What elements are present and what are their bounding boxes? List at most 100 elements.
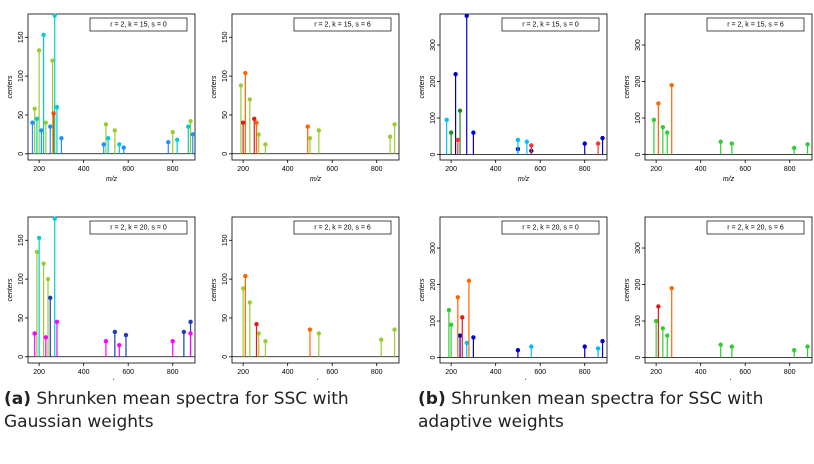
peak-point — [34, 116, 40, 122]
peak-point — [529, 143, 534, 148]
peak-point — [34, 249, 40, 255]
y-tick-label: 50 — [18, 314, 25, 322]
annotation: r = 2, k = 15, s = 0 — [522, 21, 579, 28]
peak-point — [43, 120, 49, 125]
peak-point — [36, 48, 42, 53]
peak-point — [453, 72, 458, 77]
peak-point — [254, 321, 259, 327]
peak-point — [174, 137, 180, 143]
panel: 0 100 200 300 200 400 600 800 m/z centers r = 2, k… — [419, 216, 608, 380]
y-tick-label: 0 — [18, 355, 25, 359]
peak-point — [32, 331, 37, 336]
x-axis-label: m/z — [310, 176, 322, 183]
peak-point — [186, 124, 191, 129]
peak-point — [256, 331, 261, 336]
peak-point — [653, 318, 659, 324]
annotation: r = 2, k = 15, s = 6 — [727, 21, 784, 28]
peak-point — [305, 124, 310, 129]
x-axis-label: m/z — [518, 379, 530, 380]
peak-point — [103, 122, 109, 127]
peak-point — [41, 261, 46, 266]
peak-point — [378, 337, 384, 342]
peak-point — [307, 327, 313, 332]
x-tick-label: 600 — [739, 166, 751, 173]
panel: 0 100 200 300 200 400 600 800 m/z centers r = 2, k… — [624, 13, 813, 183]
y-tick-label: 150 — [222, 31, 229, 43]
peak-point — [181, 329, 187, 335]
annotation-box — [501, 220, 600, 235]
x-tick-label: 200 — [33, 166, 45, 173]
x-tick-label: 600 — [534, 166, 546, 173]
peak-point — [805, 142, 810, 147]
x-tick-label: 400 — [78, 166, 90, 173]
peak-point — [444, 117, 449, 123]
y-tick-label: 100 — [430, 112, 437, 124]
y-tick-label: 100 — [18, 273, 25, 285]
peak-point — [665, 130, 670, 135]
x-tick-label: 800 — [371, 166, 383, 173]
x-tick-label: 200 — [445, 369, 457, 376]
y-tick-label: 300 — [430, 242, 437, 254]
y-axis-label: centers — [419, 75, 426, 98]
peak-point — [48, 295, 53, 300]
peak-point — [729, 344, 735, 349]
y-tick-label: 50 — [18, 111, 25, 119]
peak-point — [188, 331, 193, 336]
plot-frame — [231, 216, 400, 364]
x-tick-label: 800 — [784, 166, 796, 173]
y-tick-label: 0 — [430, 152, 437, 156]
y-tick-label: 50 — [222, 111, 229, 119]
x-tick-label: 800 — [579, 369, 591, 376]
x-tick-label: 200 — [445, 166, 457, 173]
annotation-box — [89, 220, 188, 235]
caption-label: (b) — [418, 389, 446, 409]
peak-point — [446, 307, 452, 313]
panel: 0 100 200 300 200 400 600 800 m/z centers r = 2, k… — [624, 216, 813, 380]
x-axis-label: m/z — [723, 176, 735, 183]
plot-frame — [27, 216, 196, 364]
y-tick-label: 300 — [635, 242, 642, 254]
plot-frame — [644, 13, 813, 161]
x-tick-label: 200 — [33, 369, 45, 376]
y-tick-label: 0 — [222, 355, 229, 359]
y-tick-label: 100 — [18, 70, 25, 82]
plot-frame — [644, 216, 813, 364]
peak-point — [105, 136, 111, 141]
peak-point — [464, 340, 469, 346]
annotation: r = 2, k = 20, s = 0 — [522, 224, 579, 231]
x-tick-label: 600 — [122, 369, 134, 376]
peak-point — [188, 319, 193, 325]
peak-point — [52, 13, 57, 18]
peak-point — [48, 124, 53, 129]
annotation-box — [293, 17, 392, 32]
y-axis-label: centers — [7, 75, 14, 98]
peak-point — [600, 135, 605, 141]
peak-point — [455, 137, 461, 143]
y-tick-label: 0 — [18, 152, 25, 156]
peak-point — [669, 82, 674, 88]
caption-label: (a) — [4, 389, 32, 409]
peak-point — [240, 120, 246, 125]
peak-point — [59, 136, 64, 141]
y-tick-label: 50 — [222, 314, 229, 322]
peak-point — [455, 295, 461, 300]
annotation-box — [706, 17, 805, 32]
peak-point — [656, 101, 661, 106]
x-tick-label: 400 — [78, 369, 90, 376]
plot-frame — [439, 13, 608, 161]
peak-point — [665, 333, 670, 338]
x-tick-label: 400 — [490, 166, 502, 173]
peak-point — [52, 216, 57, 221]
peak-point — [45, 276, 51, 282]
peak-point — [457, 333, 463, 338]
peak-point — [448, 322, 454, 327]
peak-point — [651, 117, 657, 123]
peak-point — [30, 120, 35, 125]
peak-point — [123, 332, 129, 338]
y-tick-label: 100 — [222, 70, 229, 82]
peak-point — [669, 285, 674, 291]
plot-frame — [27, 13, 196, 161]
x-tick-label: 600 — [326, 369, 338, 376]
y-tick-label: 0 — [222, 152, 229, 156]
peak-point — [41, 32, 46, 38]
